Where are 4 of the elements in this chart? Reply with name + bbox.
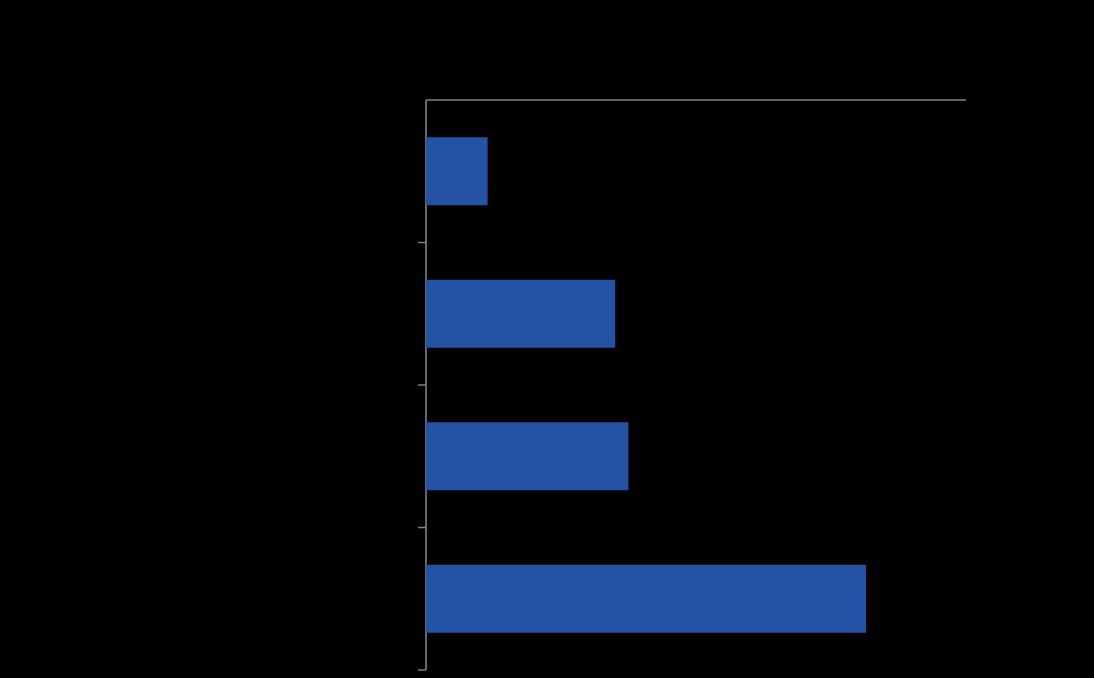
bar <box>426 137 488 206</box>
bar <box>426 564 867 633</box>
bar <box>426 422 629 491</box>
bar <box>426 279 616 348</box>
